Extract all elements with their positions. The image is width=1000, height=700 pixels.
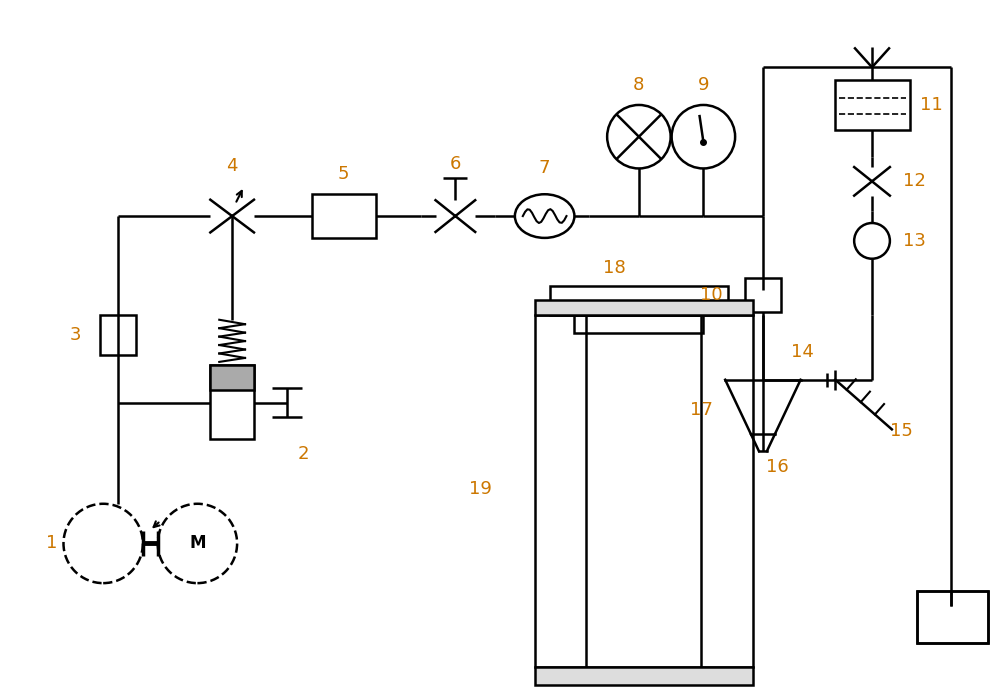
Text: 1: 1 [46, 535, 57, 552]
Bar [550, 286, 728, 315]
Text: 2: 2 [298, 445, 309, 463]
Text: 11: 11 [920, 96, 943, 114]
Text: 19: 19 [469, 480, 492, 498]
Text: 17: 17 [690, 400, 713, 419]
Text: 14: 14 [791, 343, 814, 361]
Text: 18: 18 [603, 259, 625, 276]
Text: 9: 9 [698, 76, 709, 94]
Bar [917, 591, 988, 643]
Text: 3: 3 [70, 326, 81, 344]
Text: 10: 10 [700, 286, 723, 304]
Bar [535, 668, 753, 685]
Bar [535, 315, 753, 668]
Text: 8: 8 [633, 76, 645, 94]
Text: M: M [189, 535, 206, 552]
Bar [745, 278, 781, 312]
Bar [210, 365, 254, 440]
Bar [100, 315, 136, 355]
Text: 13: 13 [903, 232, 926, 250]
Text: 4: 4 [226, 158, 238, 176]
Text: 16: 16 [766, 458, 789, 476]
Bar [917, 591, 988, 643]
Text: 15: 15 [890, 422, 913, 440]
Bar [210, 365, 254, 390]
Bar [312, 194, 376, 238]
Bar [574, 315, 703, 333]
Text: 12: 12 [903, 172, 926, 190]
Bar [535, 300, 753, 315]
Bar [835, 80, 910, 130]
Text: 7: 7 [539, 160, 550, 178]
Text: 5: 5 [338, 165, 349, 183]
Text: 6: 6 [450, 155, 461, 174]
